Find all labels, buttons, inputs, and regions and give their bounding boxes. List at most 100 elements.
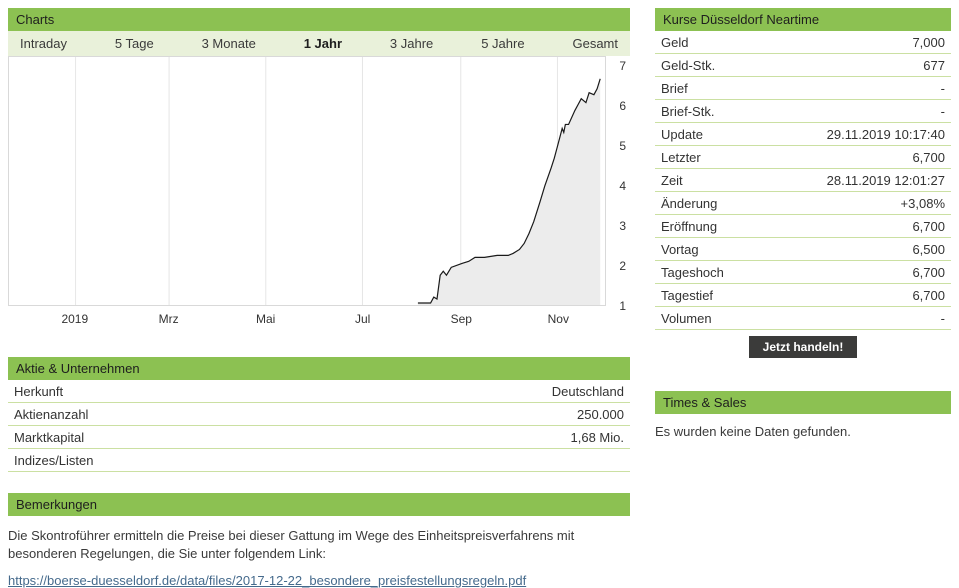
table-row: Brief -	[655, 77, 951, 100]
chart-price-line	[417, 78, 601, 304]
chart-y-axis: 7 6 5 4 3 2 1	[606, 56, 630, 313]
x-axis-spacer	[606, 306, 630, 330]
row-value: 29.11.2019 10:17:40	[826, 127, 945, 142]
table-row: Eröffnung 6,700	[655, 215, 951, 238]
x-tick-label: Sep	[450, 312, 472, 326]
stock-info-panel-title: Aktie & Unternehmen	[16, 361, 140, 376]
stock-info-panel-header: Aktie & Unternehmen	[8, 357, 630, 380]
y-tick-label: 7	[619, 59, 626, 73]
table-row: Aktienanzahl 250.000	[8, 403, 630, 426]
x-tick-label: Jul	[354, 312, 371, 326]
row-label: Tageshoch	[661, 265, 724, 280]
quotes-panel-title: Kurse Düsseldorf Neartime	[663, 12, 820, 27]
table-row: Vortag 6,500	[655, 238, 951, 261]
tab-5-jahre[interactable]: 5 Jahre	[481, 36, 525, 51]
x-tick-label: Mai	[255, 312, 276, 326]
row-value: 677	[923, 58, 945, 73]
remarks-panel-title: Bemerkungen	[16, 497, 97, 512]
row-value: 250.000	[577, 407, 624, 422]
table-row: Update 29.11.2019 10:17:40	[655, 123, 951, 146]
row-value: 6,700	[912, 150, 945, 165]
tab-3-jahre[interactable]: 3 Jahre	[389, 36, 434, 51]
table-row: Letzter 6,700	[655, 146, 951, 169]
row-label: Indizes/Listen	[14, 453, 94, 468]
table-row: Geld 7,000	[655, 31, 951, 54]
row-label: Herkunft	[14, 384, 64, 399]
chart-area-fill	[417, 78, 601, 305]
times-sales-panel-title: Times & Sales	[663, 395, 747, 410]
row-label: Brief-Stk.	[661, 104, 715, 119]
row-label: Eröffnung	[661, 219, 718, 234]
trade-button[interactable]: Jetzt handeln!	[748, 336, 858, 358]
left-column: Charts Intraday 5 Tage 3 Monate 1 Jahr 3 Jah…	[8, 8, 630, 588]
table-row: Indizes/Listen	[8, 449, 630, 472]
tab-1-jahr[interactable]: 1 Jahr	[303, 36, 343, 51]
row-value: 28.11.2019 12:01:27	[826, 173, 945, 188]
y-tick-label: 3	[619, 219, 626, 233]
x-tick-label: Nov	[547, 312, 569, 326]
tab-gesamt[interactable]: Gesamt	[572, 36, 618, 51]
price-chart: 7 6 5 4 3 2 1	[8, 56, 630, 313]
times-sales-panel-header: Times & Sales	[655, 391, 951, 414]
y-tick-label: 5	[619, 139, 626, 153]
times-sales-panel: Times & Sales Es wurden keine Daten gefu…	[655, 391, 951, 445]
remarks-text: Die Skontroführer ermitteln die Preise b…	[8, 528, 575, 561]
charts-panel: Charts Intraday 5 Tage 3 Monate 1 Jahr 3 Jah…	[8, 8, 630, 330]
row-label: Zeit	[661, 173, 683, 188]
row-label: Tagestief	[661, 288, 714, 303]
row-label: Vortag	[661, 242, 699, 257]
table-row: Änderung +3,08%	[655, 192, 951, 215]
charts-panel-header: Charts	[8, 8, 630, 31]
right-column: Kurse Düsseldorf Neartime Geld 7,000 Geld-…	[655, 8, 951, 574]
quotes-table: Geld 7,000 Geld-Stk. 677 Brief - Brief-Stk. - Up…	[655, 31, 951, 330]
quotes-panel-header: Kurse Düsseldorf Neartime	[655, 8, 951, 31]
remarks-pdf-link[interactable]: https://boerse-duesseldorf.de/data/files…	[8, 573, 527, 588]
chart-canvas	[75, 57, 601, 305]
y-tick-label: 2	[619, 259, 626, 273]
quotes-panel: Kurse Düsseldorf Neartime Geld 7,000 Geld-…	[655, 8, 951, 364]
remarks-panel: Bemerkungen Die Skontroführer ermitteln …	[8, 493, 630, 588]
row-label: Letzter	[661, 150, 701, 165]
y-tick-label: 4	[619, 179, 626, 193]
table-row: Volumen -	[655, 307, 951, 330]
row-label: Aktienanzahl	[14, 407, 89, 422]
row-label: Brief	[661, 81, 688, 96]
remarks-panel-header: Bemerkungen	[8, 493, 630, 516]
row-value: 6,500	[912, 242, 945, 257]
tab-intraday[interactable]: Intraday	[20, 36, 67, 51]
y-tick-label: 6	[619, 99, 626, 113]
times-sales-empty-text: Es wurden keine Daten gefunden.	[655, 424, 851, 439]
row-value: Deutschland	[551, 384, 624, 399]
x-tick-label: 2019	[61, 312, 89, 326]
chart-range-tabs: Intraday 5 Tage 3 Monate 1 Jahr 3 Jahre 5 Jah…	[8, 31, 630, 56]
row-value: 6,700	[912, 265, 945, 280]
tab-5-tage[interactable]: 5 Tage	[114, 36, 154, 51]
chart-x-axis-row: 2019 Mrz Mai Jul Sep Nov	[8, 306, 630, 330]
stock-info-table: Herkunft Deutschland Aktienanzahl 250.000 Ma…	[8, 380, 630, 472]
charts-panel-title: Charts	[16, 12, 55, 27]
table-row: Herkunft Deutschland	[8, 380, 630, 403]
row-value: -	[940, 81, 945, 96]
table-row: Zeit 28.11.2019 12:01:27	[655, 169, 951, 192]
y-tick-label: 1	[619, 299, 626, 313]
tab-3-monate[interactable]: 3 Monate	[201, 36, 256, 51]
table-row: Brief-Stk. -	[655, 100, 951, 123]
table-row: Geld-Stk. 677	[655, 54, 951, 77]
row-value: 1,68 Mio.	[570, 430, 624, 445]
row-value: 6,700	[912, 219, 945, 234]
table-row: Marktkapital 1,68 Mio.	[8, 426, 630, 449]
row-label: Marktkapital	[14, 430, 85, 445]
row-label: Änderung	[661, 196, 718, 211]
row-value: -	[940, 311, 945, 326]
trade-button-row: Jetzt handeln!	[655, 330, 951, 364]
row-label: Geld-Stk.	[661, 58, 716, 73]
row-label: Update	[661, 127, 703, 142]
chart-plot-area	[8, 56, 606, 306]
row-value: -	[940, 104, 945, 119]
row-label: Geld	[661, 35, 689, 50]
stock-info-panel: Aktie & Unternehmen Herkunft Deutschland A…	[8, 357, 630, 472]
table-row: Tagestief 6,700	[655, 284, 951, 307]
table-row: Tageshoch 6,700	[655, 261, 951, 284]
row-value: +3,08%	[900, 196, 945, 211]
